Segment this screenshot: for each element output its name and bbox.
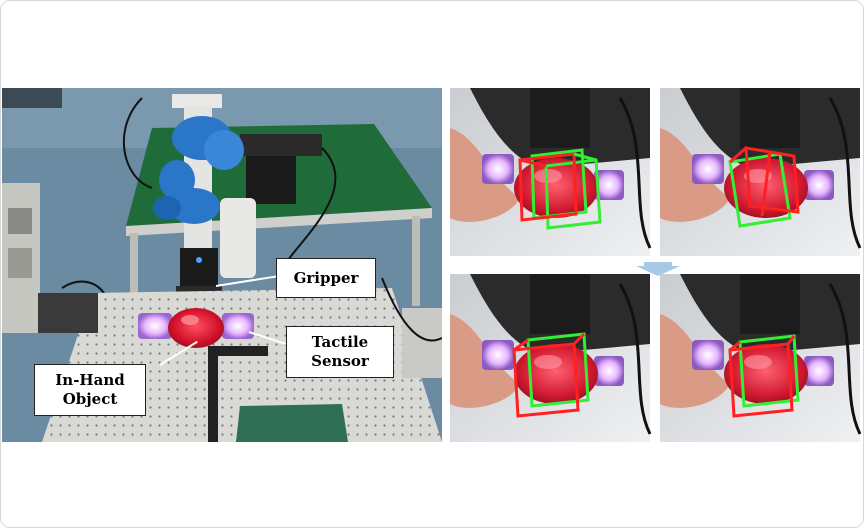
result-tile-2 (658, 88, 862, 258)
pose-estimation-grid (450, 88, 862, 442)
result-tile-3 (450, 272, 652, 442)
gripper-label: Gripper (276, 258, 376, 298)
result-tile-1 (450, 88, 652, 258)
robot-setup-photo: Gripper Tactile Sensor In-Hand Object (2, 88, 442, 442)
tactile-sensor-label: Tactile Sensor (286, 326, 394, 378)
in-hand-object-label: In-Hand Object (34, 364, 146, 416)
result-tile-4 (658, 272, 862, 442)
down-arrow-icon (636, 262, 680, 276)
